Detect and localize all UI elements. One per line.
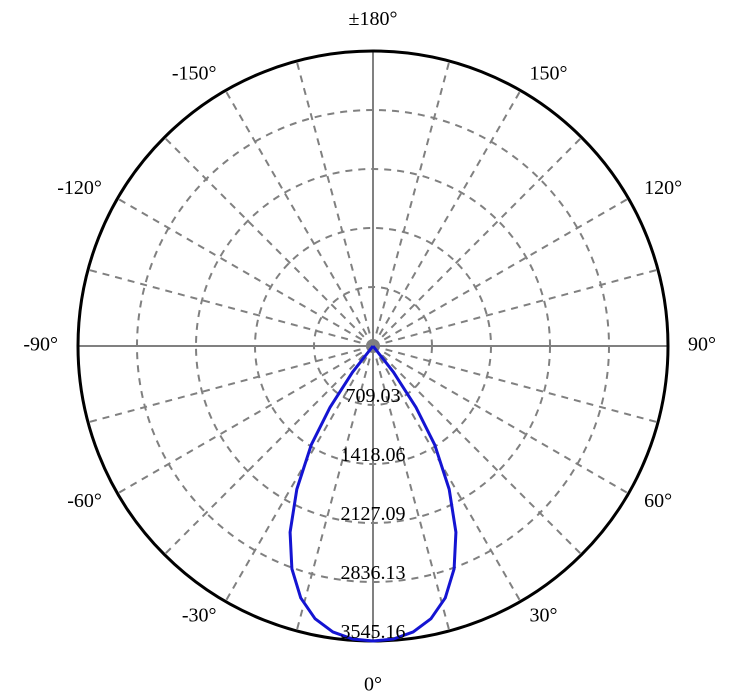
radial-label: 2836.13	[341, 562, 406, 584]
angular-label: ±180°	[349, 8, 398, 30]
angular-label: 120°	[644, 177, 682, 199]
radial-label: 2127.09	[341, 503, 406, 525]
radial-label: 709.03	[346, 385, 401, 407]
angular-label: -120°	[57, 177, 102, 199]
polar-chart: 0° 30° 60° 90° 120° 150° ±180° -150° -120° -90° -6…	[0, 0, 747, 691]
angular-label: -60°	[67, 490, 102, 512]
radial-label: 3545.16	[341, 621, 406, 643]
angular-label: 30°	[530, 605, 558, 627]
angular-label: 90°	[688, 334, 716, 356]
radial-label: 1418.06	[341, 444, 406, 466]
angular-label: 150°	[530, 63, 568, 85]
angular-label: -150°	[172, 63, 217, 85]
angular-label: 0°	[364, 674, 382, 691]
angular-label: 60°	[644, 490, 672, 512]
polar-svg: 0° 30° 60° 90° 120° 150° ±180° -150° -120° -90° -6…	[0, 0, 747, 691]
angular-label: -30°	[182, 605, 217, 627]
angular-label: -90°	[23, 334, 58, 356]
